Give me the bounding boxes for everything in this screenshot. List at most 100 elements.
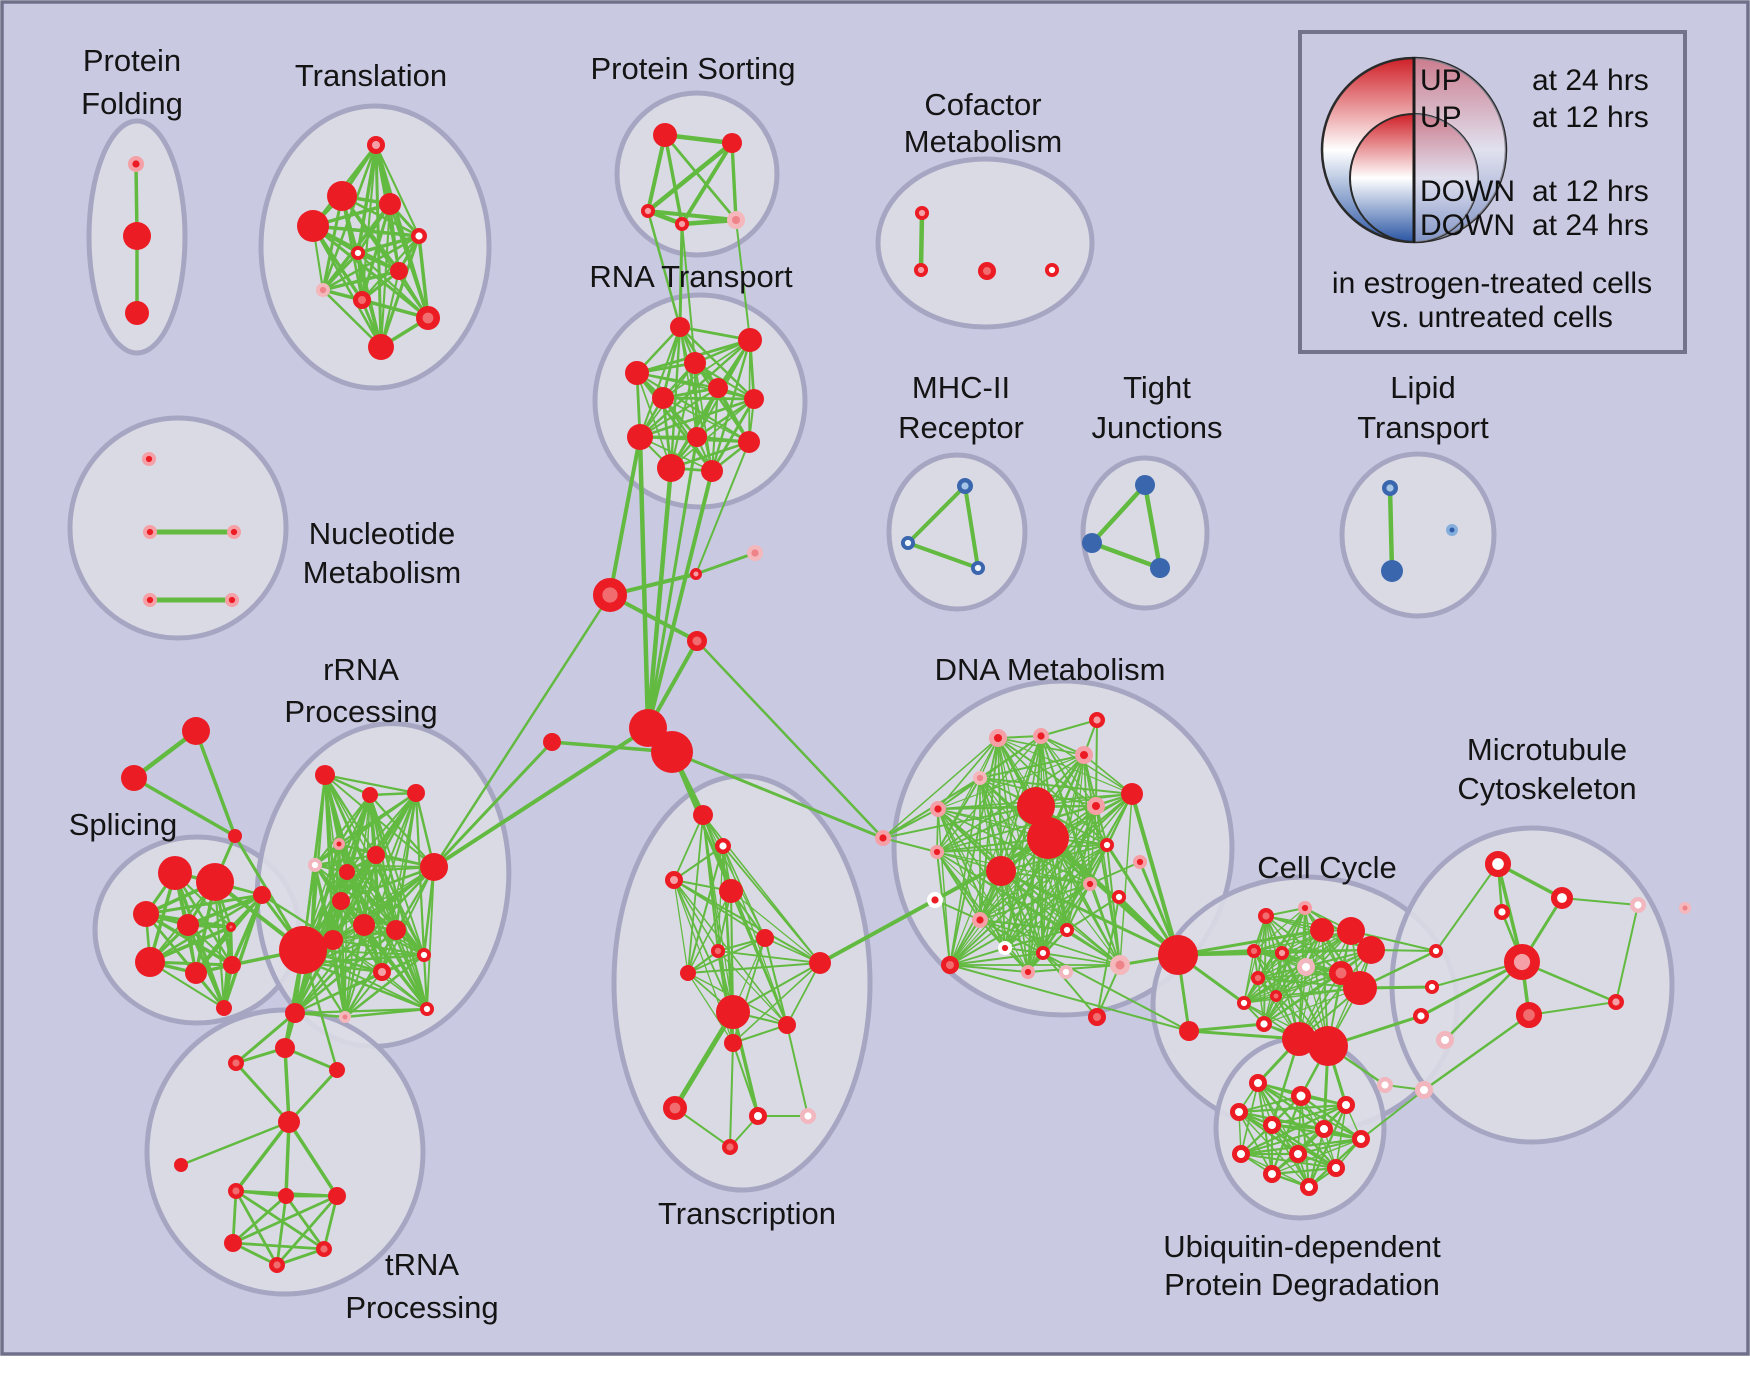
network-edge [432,726,650,869]
network-edge [1561,897,1639,906]
network-edge [313,791,418,867]
cluster-label-nucleotide-metabolism-line0: Nucleotide [309,516,455,551]
network-node-transcription-13 [800,1107,817,1124]
network-edge [731,1010,760,1118]
network-edge [882,837,938,853]
network-edge [186,893,264,927]
network-edge [1281,907,1306,954]
network-node-protein_folding-2 [125,301,149,325]
network-node-microtubule-7 [1435,1030,1455,1050]
network-edge [1257,977,1361,989]
cluster-label-splicing-line0: Splicing [69,807,178,842]
network-node-translation-5 [350,245,366,261]
cluster-ellipse-mhc-ii-receptor [886,452,1028,612]
network-node-transcription-8 [716,995,750,1029]
network-node-protein_sorting-0 [653,123,677,147]
network-edge [144,893,264,916]
network-node-rrna-17 [339,1011,351,1023]
network-node-cell_cycle-3 [1337,917,1365,945]
network-node-transcription-6 [680,965,696,981]
network-node-cell_cycle-9 [1343,971,1377,1005]
network-node-rrna-4 [307,857,323,873]
network-node-rna_transport-10 [657,454,685,482]
cluster-label-tight-junctions-line1: Junctions [1092,410,1223,445]
legend-time-label-2: at 12 hrs [1532,175,1649,208]
network-node-transcription-5 [710,943,726,959]
network-edge [646,209,682,329]
network-node-connectors-2 [747,545,764,562]
network-node-microtubule-2 [1493,904,1510,921]
network-edge [234,1189,279,1267]
network-edge [663,133,738,222]
network-edge [646,133,667,213]
network-node-connectors-7 [875,830,892,847]
network-node-transcription-9 [778,1016,796,1034]
network-edge [882,805,1037,839]
network-edge [1096,896,1120,1018]
network-node-rrna-9 [353,914,375,936]
network-edge [1243,950,1255,1004]
network-node-rna_transport-11 [701,460,723,482]
network-edge [687,972,734,1044]
network-edge [763,936,789,1027]
network-node-splicing-5 [135,947,165,977]
network-edge [1047,837,1121,966]
cluster-label-translation-line0: Translation [295,58,447,93]
network-node-translation-6 [390,262,408,280]
network-node-dna-8 [929,844,945,860]
network-node-microtubule-3 [1503,944,1540,981]
network-node-rna_transport-9 [738,431,760,453]
network-edge [818,898,937,965]
network-node-microtubule-9 [1414,1080,1434,1100]
network-edge [1443,960,1524,1042]
network-node-splicing-8 [253,886,271,904]
network-edge [638,386,720,439]
network-node-cell_cycle-13 [1255,1016,1272,1033]
network-edge [231,1241,326,1251]
network-edge [275,1194,288,1267]
network-edge [936,844,1108,853]
cluster-label-cell-cycle-line0: Cell Cycle [1257,850,1397,885]
cluster-ellipse-tight-junctions [1080,455,1210,611]
network-node-dna-3 [972,770,988,786]
network-node-microtubule-11 [1515,1001,1543,1029]
network-node-connectors-0 [592,577,628,613]
network-edge [1089,482,1148,546]
network-edge [1419,960,1524,1018]
network-edge [287,1120,339,1198]
network-node-rrna-16 [285,1003,305,1023]
network-edge [284,1194,326,1251]
network-edge [337,793,372,846]
network-edge [1000,870,1121,966]
network-edge [639,436,713,472]
network-edge [645,465,674,731]
network-edge [356,234,421,255]
network-node-translation-1 [327,181,357,211]
network-node-dna-7 [1017,787,1055,825]
network-edge [949,947,1006,966]
network-node-cell_cycle-2 [1310,918,1334,942]
network-edge [936,851,1029,973]
network-node-rrna-14 [372,962,392,982]
network-edge [231,1194,339,1245]
network-edge [730,141,738,222]
network-node-ubiquitin-10 [1262,1164,1282,1184]
network-edge [717,845,724,952]
network-node-protein_sorting-4 [726,210,746,230]
network-edge [673,814,704,881]
network-edge [949,735,1042,966]
network-edge [906,541,980,570]
network-node-dna-19 [1110,955,1130,975]
network-node-splicing-4 [226,922,236,932]
network-edge [710,386,720,473]
network-edge [695,441,750,575]
network-node-rrna-7 [420,853,448,881]
cluster-ellipse-trna-processing [144,1007,426,1297]
network-edge [1615,904,1639,1003]
network-edge [381,971,428,1010]
network-node-rna_transport-5 [652,387,674,409]
network-edge [313,853,378,867]
network-node-triangle-2 [228,829,242,843]
network-edge [949,964,1029,973]
